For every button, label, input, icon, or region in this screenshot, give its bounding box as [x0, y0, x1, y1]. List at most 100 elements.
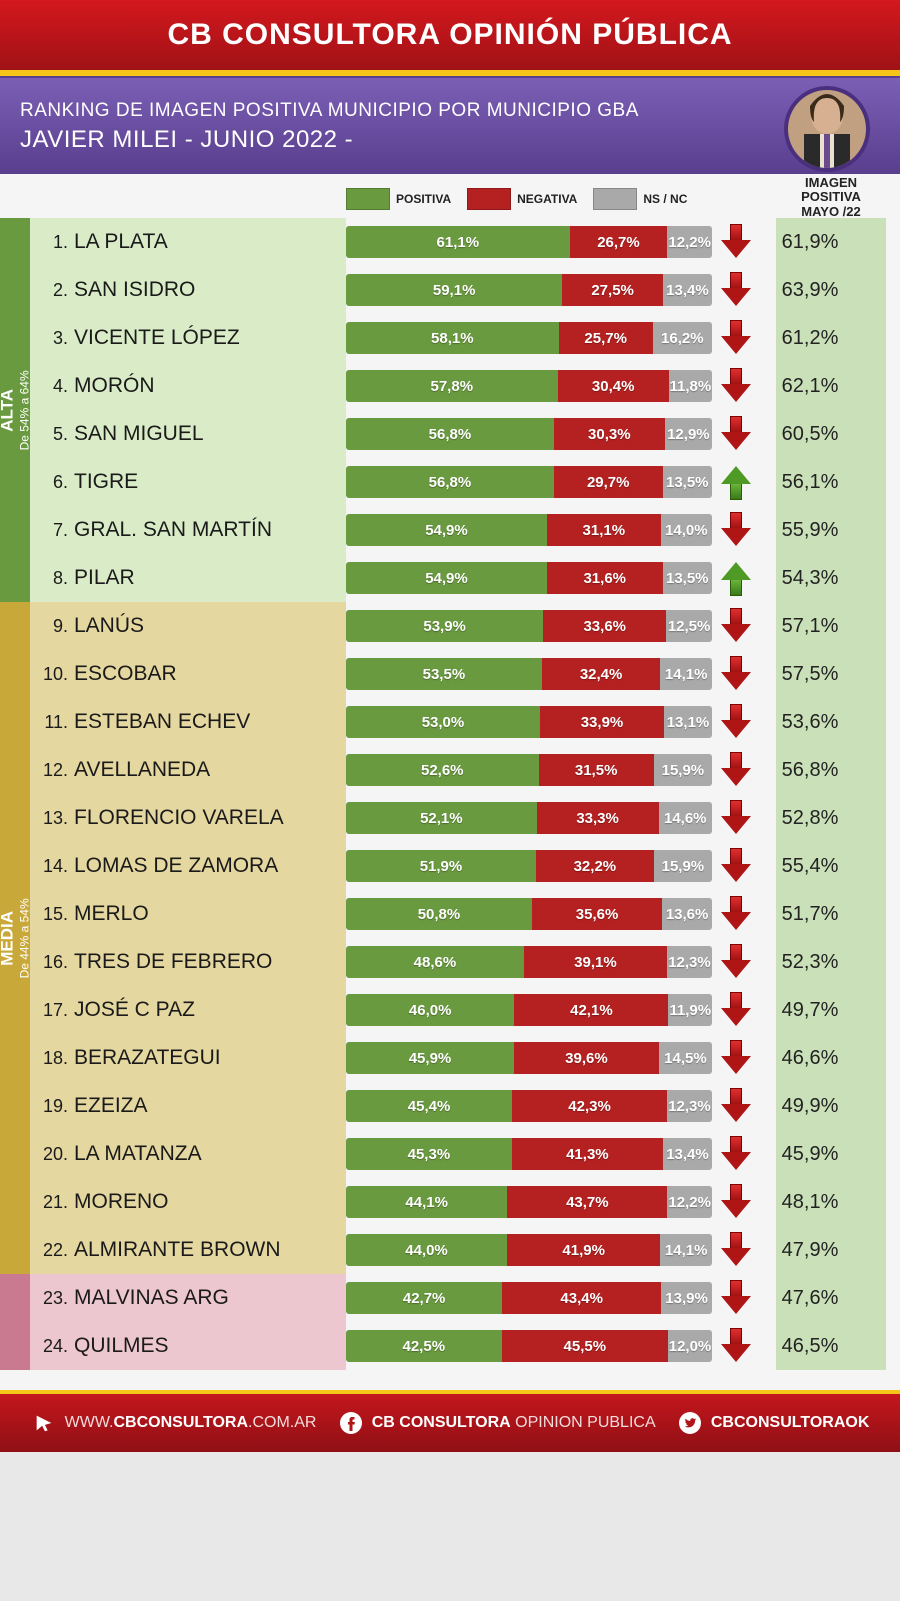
arrow-down-icon: [712, 608, 760, 644]
table-row: 20.LA MATANZA45,3%41,3%13,4%45,9%: [0, 1130, 900, 1178]
arrow-down-icon: [712, 992, 760, 1028]
mayo-value: 63,9%: [760, 279, 860, 302]
municipio-name: 17.JOSÉ C PAZ: [0, 998, 346, 1022]
table-row: 2.SAN ISIDRO59,1%27,5%13,4%63,9%: [0, 266, 900, 314]
stacked-bar: 52,6%31,5%15,9%: [346, 754, 712, 786]
table-row: 13.FLORENCIO VARELA52,1%33,3%14,6% 52,8%: [0, 794, 900, 842]
table-row: 3.VICENTE LÓPEZ58,1%25,7%16,2%61,2%: [0, 314, 900, 362]
arrow-down-icon: [712, 1280, 760, 1316]
footer-twitter: CBCONSULTORAOK: [677, 1410, 870, 1436]
table-row: 8.PILAR54,9%31,6%13,5%54,3%: [0, 554, 900, 602]
arrow-down-icon: [712, 896, 760, 932]
mayo-value: 61,9%: [760, 231, 860, 254]
cursor-icon: [31, 1410, 57, 1436]
stacked-bar: 53,9%33,6%12,5%: [346, 610, 712, 642]
footer-web: WWW.CBCONSULTORA.COM.AR: [31, 1410, 317, 1436]
stacked-bar: 50,8%35,6%13,6%: [346, 898, 712, 930]
facebook-icon: [338, 1410, 364, 1436]
municipio-name: 14.LOMAS DE ZAMORA: [0, 854, 346, 878]
stacked-bar: 61,1%26,7%12,2%: [346, 226, 712, 258]
stacked-bar: 58,1%25,7%16,2%: [346, 322, 712, 354]
arrow-down-icon: [712, 752, 760, 788]
table-row: 9.LANÚS53,9%33,6%12,5%57,1%: [0, 602, 900, 650]
stacked-bar: 57,8%30,4%11,8%: [346, 370, 712, 402]
sub-title-line1: RANKING DE IMAGEN POSITIVA MUNICIPIO POR…: [20, 100, 880, 122]
table-row: 18.BERAZATEGUI45,9%39,6%14,5%46,6%: [0, 1034, 900, 1082]
stacked-bar: 44,1%43,7%12,2%: [346, 1186, 712, 1218]
municipio-name: 23.MALVINAS ARG: [0, 1286, 346, 1310]
mayo-value: 48,1%: [760, 1191, 860, 1214]
municipio-name: 11.ESTEBAN ECHEV: [0, 710, 346, 734]
municipio-name: 8.PILAR: [0, 566, 346, 590]
municipio-name: 24.QUILMES: [0, 1334, 346, 1358]
table-row: 10.ESCOBAR53,5%32,4%14,1%57,5%: [0, 650, 900, 698]
arrow-down-icon: [712, 800, 760, 836]
table-row: 5.SAN MIGUEL56,8%30,3%12,9%60,5%: [0, 410, 900, 458]
mayo-value: 56,1%: [760, 471, 860, 494]
mayo-value: 52,8%: [760, 807, 860, 830]
stacked-bar: 56,8%29,7%13,5%: [346, 466, 712, 498]
mayo-value: 54,3%: [760, 567, 860, 590]
municipio-name: 18.BERAZATEGUI: [0, 1046, 346, 1070]
table-row: 23.MALVINAS ARG42,7%43,4%13,9% 47,6%: [0, 1274, 900, 1322]
stacked-bar: 59,1%27,5%13,4%: [346, 274, 712, 306]
table-row: 24.QUILMES42,5%45,5%12,0%46,5%: [0, 1322, 900, 1370]
mayo-value: 57,1%: [760, 615, 860, 638]
arrow-down-icon: [712, 848, 760, 884]
arrow-down-icon: [712, 656, 760, 692]
stacked-bar: 46,0%42,1%11,9%: [346, 994, 712, 1026]
mayo-value: 61,2%: [760, 327, 860, 350]
arrow-down-icon: [712, 272, 760, 308]
table-row: 14.LOMAS DE ZAMORA51,9%32,2%15,9%55,4%: [0, 842, 900, 890]
arrow-down-icon: [712, 512, 760, 548]
mayo-value: 49,9%: [760, 1095, 860, 1118]
stacked-bar: 42,7%43,4%13,9%: [346, 1282, 712, 1314]
legend-label-negativa: NEGATIVA: [517, 192, 577, 206]
sub-title-line2: JAVIER MILEI - JUNIO 2022 -: [20, 126, 880, 154]
mayo-value: 60,5%: [760, 423, 860, 446]
arrow-down-icon: [712, 320, 760, 356]
sub-banner: RANKING DE IMAGEN POSITIVA MUNICIPIO POR…: [0, 76, 900, 174]
stacked-bar: 56,8%30,3%12,9%: [346, 418, 712, 450]
table-row: 6.TIGRE56,8%29,7%13,5%56,1%: [0, 458, 900, 506]
table-row: 16.TRES DE FEBRERO48,6%39,1%12,3%52,3%: [0, 938, 900, 986]
header-banner: CB CONSULTORA OPINIÓN PÚBLICA: [0, 0, 900, 76]
mayo-value: 47,6%: [760, 1287, 860, 1310]
municipio-name: 7.GRAL. SAN MARTÍN: [0, 518, 346, 542]
arrow-down-icon: [712, 1040, 760, 1076]
arrow-down-icon: [712, 704, 760, 740]
mayo-value: 53,6%: [760, 711, 860, 734]
arrow-down-icon: [712, 1184, 760, 1220]
legend-row: POSITIVA NEGATIVA NS / NC: [0, 174, 900, 218]
table-row: 11.ESTEBAN ECHEV53,0%33,9%13,1%53,6%: [0, 698, 900, 746]
legend-box-nsnc: [593, 188, 637, 210]
arrow-up-icon: [712, 464, 760, 500]
legend-box-positiva: [346, 188, 390, 210]
municipio-name: 4.MORÓN: [0, 374, 346, 398]
table-row: 4.MORÓN57,8%30,4%11,8% 62,1%: [0, 362, 900, 410]
mayo-header: IMAGEN POSITIVA MAYO /22: [786, 176, 876, 219]
legend-box-negativa: [467, 188, 511, 210]
arrow-up-icon: [712, 560, 760, 596]
table-row: 12.AVELLANEDA52,6%31,5%15,9%56,8%: [0, 746, 900, 794]
stacked-bar: 52,1%33,3%14,6%: [346, 802, 712, 834]
stacked-bar: 51,9%32,2%15,9%: [346, 850, 712, 882]
table-row: 21.MORENO44,1%43,7%12,2%48,1%: [0, 1178, 900, 1226]
table-row: 1.LA PLATA61,1%26,7%12,2%61,9%: [0, 218, 900, 266]
municipio-name: 19.EZEIZA: [0, 1094, 346, 1118]
chart-area: ALTADe 54% a 64%MEDIADe 44% a 54%1.LA PL…: [0, 218, 900, 1390]
mayo-value: 52,3%: [760, 951, 860, 974]
stacked-bar: 42,5%45,5%12,0%: [346, 1330, 712, 1362]
footer-facebook: CB CONSULTORA OPINION PUBLICA: [338, 1410, 656, 1436]
municipio-name: 16.TRES DE FEBRERO: [0, 950, 346, 974]
mayo-value: 56,8%: [760, 759, 860, 782]
table-row: 15.MERLO50,8%35,6%13,6%51,7%: [0, 890, 900, 938]
table-row: 7.GRAL. SAN MARTÍN54,9%31,1%14,0%55,9%: [0, 506, 900, 554]
legend-label-positiva: POSITIVA: [396, 192, 451, 206]
municipio-name: 13.FLORENCIO VARELA: [0, 806, 346, 830]
avatar: [784, 86, 870, 172]
municipio-name: 10.ESCOBAR: [0, 662, 346, 686]
table-row: 19.EZEIZA45,4%42,3%12,3% 49,9%: [0, 1082, 900, 1130]
mayo-value: 62,1%: [760, 375, 860, 398]
stacked-bar: 45,4%42,3%12,3%: [346, 1090, 712, 1122]
